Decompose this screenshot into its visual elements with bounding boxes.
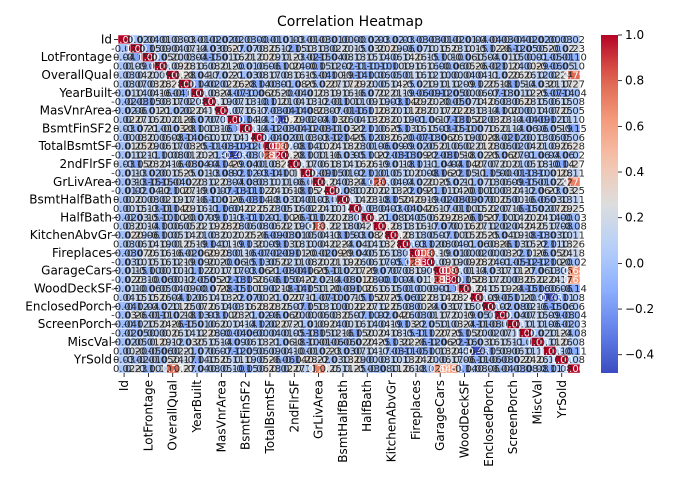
x-tick-label: MiscVal	[530, 380, 544, 425]
y-tick-label: MasVnrArea	[40, 104, 112, 118]
y-tick-label: ScreenPorch	[38, 317, 112, 331]
heatmap-annotations: 1.00-0.020.040.010.030.03-0.01-0.02-0.02…	[111, 35, 587, 375]
y-tick-label: TotalBsmtSF	[38, 139, 113, 153]
x-tick-label: GrLivArea	[312, 380, 326, 439]
y-tick-label: WoodDeckSF	[34, 282, 112, 296]
x-tick-label: Fireplaces	[409, 380, 423, 440]
x-tick-label: WoodDeckSF	[458, 380, 472, 458]
cell-annotation: 1.00	[563, 364, 585, 375]
x-tick-label: GarageCars	[433, 380, 447, 451]
x-tick-label: LotFrontage	[141, 380, 155, 451]
x-tick-label: Id	[117, 380, 131, 391]
y-tick-label: 2ndFlrSF	[59, 157, 112, 171]
colorbar-tick-label: 0.0	[625, 256, 644, 270]
colorbar-tick-label: 1.0	[625, 28, 644, 42]
x-tick-label: KitchenAbvGr	[385, 380, 399, 462]
x-tick-label: BsmtHalfBath	[336, 380, 350, 463]
y-tick-labels: Id LotFrontage OverallQual YearBuilt MasVnrA…	[25, 32, 118, 367]
colorbar-tick-label: −0.4	[625, 348, 654, 362]
x-tick-label: EnclosedPorch	[482, 380, 496, 467]
x-tick-label: MasVnrArea	[214, 380, 228, 452]
x-tick-label: HalfBath	[360, 380, 374, 432]
x-tick-label: YrSold	[555, 380, 569, 419]
x-tick-label: ScreenPorch	[506, 380, 520, 454]
y-tick-label: YrSold	[73, 353, 112, 367]
x-tick-labels: Id LotFrontage OverallQual YearBuilt MasVnrA…	[117, 373, 569, 467]
y-tick-label: BsmtFinSF2	[42, 121, 112, 135]
y-tick-label: YearBuilt	[58, 86, 112, 100]
y-tick-label: GarageCars	[41, 264, 112, 278]
y-tick-label: OverallQual	[41, 68, 112, 82]
y-tick-label: GrLivArea	[53, 175, 112, 189]
colorbar-tick-label: 0.2	[625, 211, 644, 225]
colorbar: 1.0 0.8 0.6 0.4 0.2 0.0 −0.2 −0.4	[601, 28, 654, 373]
x-tick-label: BsmtFinSF2	[239, 380, 253, 450]
x-tick-label: 2ndFlrSF	[287, 380, 301, 433]
heatmap-cells	[117, 34, 581, 374]
x-tick-label: OverallQual	[166, 380, 180, 451]
y-tick-label: BsmtHalfBath	[29, 193, 112, 207]
chart-title: Correlation Heatmap	[277, 14, 423, 30]
colorbar-gradient	[601, 35, 618, 373]
colorbar-tick-label: 0.8	[625, 74, 644, 88]
colorbar-tick-label: 0.4	[625, 165, 644, 179]
x-tick-label: YearBuilt	[190, 380, 204, 434]
colorbar-tick-label: −0.2	[625, 302, 654, 316]
y-tick-label: Fireplaces	[52, 246, 112, 260]
colorbar-tick-label: 0.6	[625, 119, 644, 133]
y-tick-label: MiscVal	[67, 335, 112, 349]
y-tick-label: Id	[101, 32, 112, 46]
y-tick-label: EnclosedPorch	[25, 299, 112, 313]
y-tick-label: KitchenAbvGr	[30, 228, 112, 242]
y-tick-label: HalfBath	[60, 210, 112, 224]
x-tick-label: TotalBsmtSF	[263, 380, 277, 455]
y-tick-label: LotFrontage	[41, 50, 112, 64]
